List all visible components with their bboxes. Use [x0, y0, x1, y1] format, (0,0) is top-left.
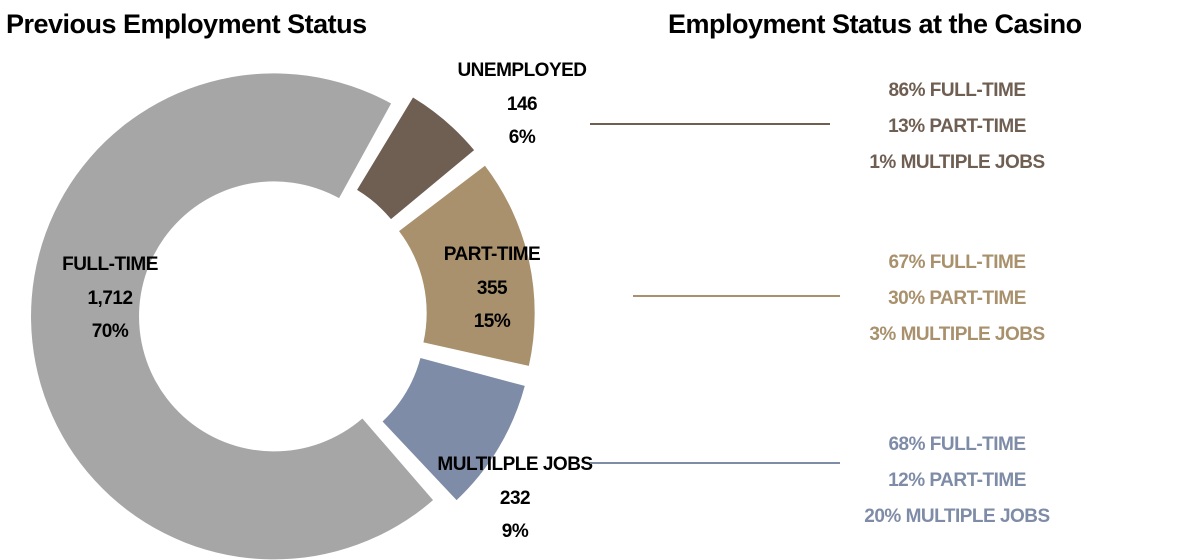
- side-label: 13% PART-TIME: [888, 116, 1026, 137]
- side-label: 68% FULL-TIME: [888, 434, 1025, 455]
- percent-label: 15%: [474, 311, 511, 332]
- side-label: 12% PART-TIME: [888, 470, 1026, 491]
- donut-slice: [382, 358, 525, 501]
- category-label: FULL-TIME: [62, 254, 158, 275]
- value-label: 355: [477, 278, 508, 299]
- value-label: 146: [507, 94, 537, 115]
- percent-label: 9%: [502, 521, 529, 542]
- value-label: 1,712: [87, 288, 132, 309]
- side-label: 30% PART-TIME: [888, 288, 1026, 309]
- category-label: UNEMPLOYED: [457, 60, 586, 81]
- side-label: 1% MULTIPLE JOBS: [869, 152, 1044, 173]
- side-label: 67% FULL-TIME: [888, 252, 1025, 273]
- category-label: MULTILPLE JOBS: [437, 454, 592, 475]
- donut-slice: [31, 73, 434, 560]
- side-label: 86% FULL-TIME: [888, 80, 1025, 101]
- percent-label: 6%: [509, 127, 536, 148]
- category-label: PART-TIME: [444, 244, 540, 265]
- donut-slice: [399, 165, 535, 366]
- percent-label: 70%: [92, 321, 129, 342]
- value-label: 232: [500, 488, 530, 509]
- side-label: 20% MULTIPLE JOBS: [864, 506, 1049, 527]
- donut-slice: [357, 97, 475, 220]
- side-label: 3% MULTIPLE JOBS: [869, 324, 1044, 345]
- chart-title: Previous Employment Status: [6, 9, 367, 39]
- side-title: Employment Status at the Casino: [668, 9, 1082, 39]
